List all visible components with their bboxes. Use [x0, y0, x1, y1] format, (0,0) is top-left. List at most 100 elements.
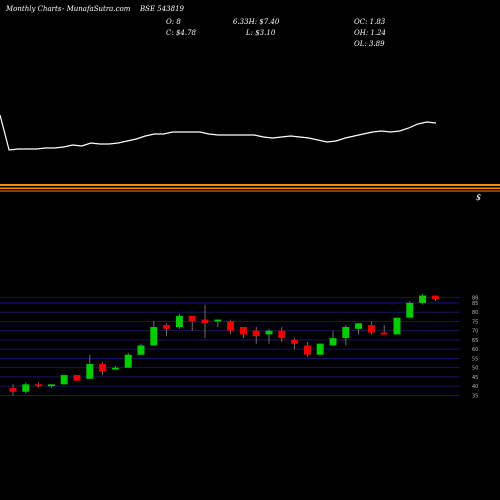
y-tick-label: 40: [472, 384, 478, 390]
candle: [252, 327, 260, 344]
candle-body: [175, 315, 183, 327]
y-tick-label: 45: [472, 375, 478, 381]
candle: [47, 384, 55, 389]
candle-body: [9, 388, 17, 392]
candle-body: [252, 330, 260, 337]
candle-body: [47, 384, 55, 387]
candle: [35, 382, 43, 389]
candle: [342, 325, 350, 346]
candle-body: [214, 319, 222, 322]
y-tick-label: 85: [472, 301, 478, 307]
candle: [406, 301, 414, 318]
y-tick-label: 75: [472, 319, 478, 325]
y-tick-label: 55: [472, 356, 478, 362]
candle: [60, 375, 68, 385]
y-tick-label: 35: [472, 393, 478, 399]
candle: [150, 321, 158, 346]
candle: [188, 315, 196, 331]
y-tick-label: 88: [472, 295, 478, 301]
quote-oc: OC: 1.83: [354, 18, 386, 26]
quote-low: L: $3.10: [246, 29, 276, 37]
band-marker: $: [476, 193, 482, 202]
candle-body: [329, 338, 337, 346]
candle-body: [278, 330, 286, 339]
candle: [227, 319, 235, 335]
candle-body: [393, 317, 401, 335]
candle-body: [124, 354, 132, 368]
candle-body: [419, 295, 427, 303]
candle: [367, 321, 375, 335]
candle-body: [431, 295, 439, 300]
candle-body: [60, 375, 68, 385]
band-stripe-0: [0, 184, 500, 186]
candle: [22, 382, 30, 394]
header-symbol: BSE 543819: [140, 5, 184, 13]
candle-body: [316, 343, 324, 355]
candle: [175, 314, 183, 329]
candle-body: [291, 339, 299, 344]
candle-body: [303, 345, 311, 355]
band-stripe-1: [0, 187, 500, 189]
candle: [278, 327, 286, 342]
candle-body: [380, 332, 388, 335]
candle: [355, 323, 363, 335]
candle: [99, 362, 107, 376]
header-site: - MunafaSutra.com: [62, 5, 131, 13]
candle-body: [355, 323, 363, 329]
candle-body: [188, 315, 196, 322]
candle: [111, 365, 119, 370]
candle: [201, 304, 209, 339]
overlay-line: [0, 114, 437, 151]
candle-body: [163, 325, 171, 329]
candle-body: [367, 325, 375, 333]
y-tick-label: 50: [472, 366, 478, 372]
candle-body: [35, 384, 43, 387]
candle: [9, 384, 17, 396]
candle: [329, 330, 337, 346]
quote-close: C: $4.78: [166, 29, 196, 37]
overlay-line-path: [0, 114, 437, 151]
candle-body: [201, 319, 209, 324]
candle: [303, 341, 311, 357]
candle-body: [111, 367, 119, 370]
y-tick-label: 70: [472, 329, 478, 335]
candle: [393, 317, 401, 335]
candle-body: [86, 364, 94, 379]
candle: [291, 338, 299, 350]
candle: [419, 293, 427, 305]
candle-body: [227, 321, 235, 331]
candle-body: [73, 375, 81, 381]
candle: [239, 327, 247, 339]
candle: [163, 323, 171, 337]
candle-body: [137, 345, 145, 355]
header-title: Monthly Charts: [6, 5, 62, 13]
candle: [73, 375, 81, 381]
candle-body: [22, 384, 30, 392]
y-tick-label: 65: [472, 338, 478, 344]
candle-body: [150, 327, 158, 346]
candle-body: [406, 302, 414, 318]
quote-oh: OH: 1.24: [354, 29, 387, 37]
quote-high: 6.33H: $7.40: [233, 18, 280, 26]
band-stripe-2: [0, 190, 500, 192]
y-tick-label: 60: [472, 347, 478, 353]
candle: [137, 343, 145, 355]
candle: [316, 343, 324, 355]
y-tick-label: 80: [472, 310, 478, 316]
candle: [124, 352, 132, 368]
candle-body: [239, 327, 247, 335]
orange-band: [0, 184, 500, 192]
candle-body: [265, 330, 273, 335]
candle: [431, 295, 439, 302]
quote-open: O: 8: [166, 18, 181, 26]
candle-body: [342, 327, 350, 339]
candle: [380, 325, 388, 335]
candles: [9, 293, 439, 396]
candle: [265, 328, 273, 344]
candle: [86, 354, 94, 379]
candle-body: [99, 364, 107, 372]
candle: [214, 319, 222, 327]
